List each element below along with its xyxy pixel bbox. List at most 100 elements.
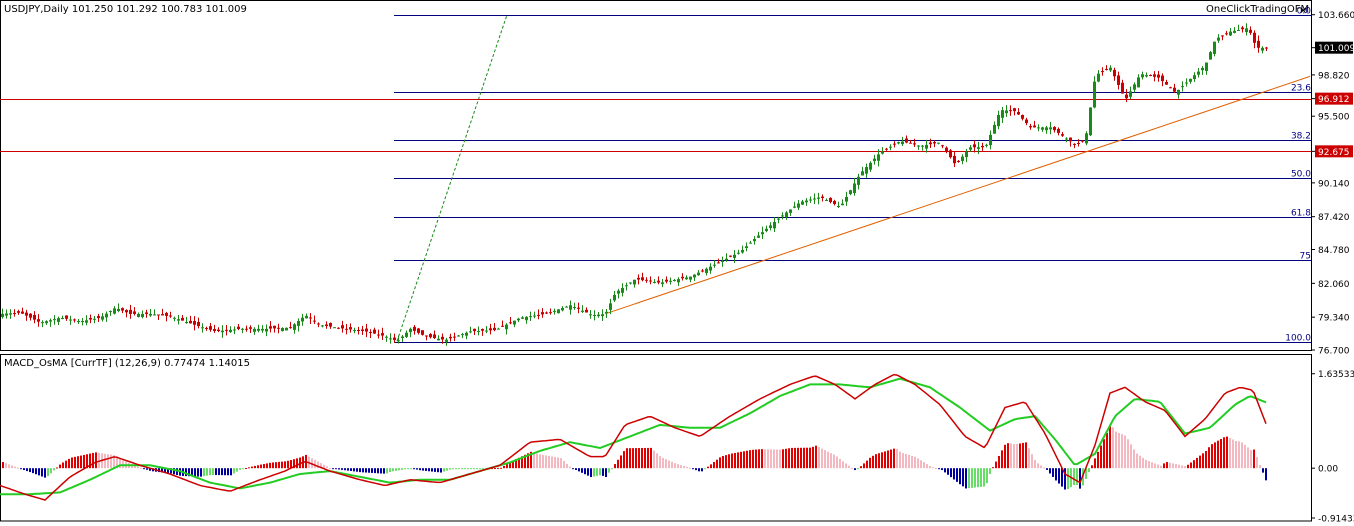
osma-bar [1046, 468, 1048, 470]
candle-body [1213, 41, 1216, 54]
osma-bar [1043, 467, 1045, 469]
osma-bar [437, 468, 439, 473]
candle-body [1061, 134, 1064, 136]
fib-level-label: 61.8 [1291, 209, 1311, 219]
osma-bar [281, 461, 283, 469]
osma-bar [491, 468, 493, 470]
osma-bar [494, 468, 496, 470]
osma-bar [467, 468, 469, 470]
osma-bar [989, 468, 991, 474]
candle-body [1261, 47, 1264, 51]
osma-bar [458, 468, 460, 470]
osma-bar [872, 455, 874, 469]
candle-body [757, 235, 760, 238]
osma-bar [1052, 468, 1054, 477]
candle-body [197, 321, 200, 327]
osma-bar [278, 461, 280, 469]
osma-bar [785, 448, 787, 469]
osma-bar [476, 468, 478, 470]
trendline[interactable] [604, 75, 1311, 315]
osma-bar [38, 468, 40, 476]
candle-body [141, 313, 144, 318]
osma-bar [1259, 464, 1261, 469]
osma-bar [710, 464, 712, 469]
osma-bar [1067, 468, 1069, 490]
osma-bar [755, 449, 757, 469]
osma-bar [329, 467, 331, 469]
osma-bar [461, 468, 463, 470]
osma-bar [20, 468, 22, 470]
osma-bar [926, 464, 928, 469]
candle-body [189, 320, 192, 324]
candle-body [417, 328, 420, 333]
osma-bar [293, 459, 295, 469]
candle-body [941, 145, 944, 147]
candle-body [593, 314, 596, 316]
close-chart-icon[interactable]: ✕ [1299, 6, 1307, 17]
candle-body [533, 315, 536, 317]
candle-body [1185, 82, 1188, 84]
osma-bar [284, 461, 286, 469]
osma-bar [506, 464, 508, 469]
osma-bar [1241, 442, 1243, 469]
osma-bar [626, 448, 628, 469]
osma-bar [551, 456, 553, 469]
osma-bar [1019, 443, 1021, 469]
candle-body [657, 280, 660, 283]
candle-body [377, 334, 380, 336]
osma-bar [71, 457, 73, 469]
osma-bar [644, 447, 646, 469]
osma-bar [515, 459, 517, 469]
osma-bar [8, 464, 10, 469]
candle-body [833, 200, 836, 204]
osma-bar [509, 462, 511, 469]
osma-bar [350, 468, 352, 471]
fibonacci-retracement[interactable]: 0.0 23.6 38.2 50.0 61.8 75 100.0 [394, 7, 1311, 344]
osma-bar [839, 458, 841, 469]
osma-bar [629, 448, 631, 469]
candle-body [453, 336, 456, 338]
candle-body [645, 279, 648, 281]
candle-body [125, 310, 128, 313]
candle-body [901, 141, 904, 145]
horizontal-lines[interactable] [0, 99, 1311, 152]
osma-bar [890, 449, 892, 469]
osma-bar [416, 468, 418, 470]
candle-body [953, 155, 956, 164]
candle-body [1081, 140, 1084, 142]
osma-bar [1256, 457, 1258, 469]
candle-body [665, 279, 668, 282]
candle-body [117, 308, 120, 312]
osma-bar [1022, 442, 1024, 469]
osma-bar [455, 468, 457, 470]
osma-bar [638, 448, 640, 469]
candle-body [701, 270, 704, 272]
osma-bar [1016, 444, 1018, 469]
osma-bar [560, 458, 562, 469]
candle-body [605, 311, 608, 314]
price-axis-label: 76.700 [1318, 347, 1350, 357]
candle-body [253, 328, 256, 332]
candle-body [517, 318, 520, 321]
fib-diagonal-line[interactable] [396, 14, 508, 342]
candle-body [749, 242, 752, 244]
candle-body [397, 340, 400, 342]
osc-axis-label: 1.63533 [1318, 370, 1354, 380]
osma-bar [656, 453, 658, 469]
candle-body [285, 327, 288, 331]
osma-bar [1073, 468, 1075, 486]
osma-bar [1136, 453, 1138, 469]
candle-body [1005, 110, 1008, 114]
osma-bar [137, 466, 139, 469]
osma-bar [347, 468, 349, 471]
candle-body [849, 190, 852, 195]
osma-bar [140, 467, 142, 469]
osma-bar [512, 460, 514, 469]
osma-histogram [2, 426, 1267, 490]
candle-body [225, 329, 228, 331]
trendlines[interactable] [604, 75, 1311, 315]
candle-body [149, 313, 152, 316]
candle-body [169, 315, 172, 317]
